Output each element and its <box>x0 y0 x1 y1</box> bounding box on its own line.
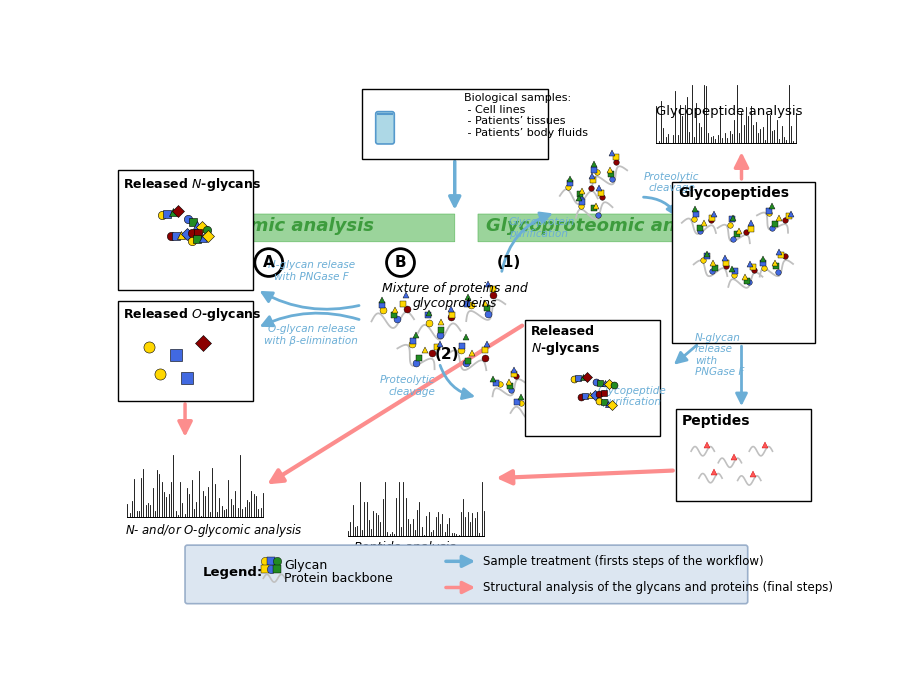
Text: Proteolytic
cleavage: Proteolytic cleavage <box>379 375 435 396</box>
Text: Glycan: Glycan <box>284 559 328 572</box>
Text: Released $O$-glycans: Released $O$-glycans <box>123 307 261 324</box>
Text: (1): (1) <box>497 255 521 270</box>
Text: Glycopeptide analysis: Glycopeptide analysis <box>656 105 803 118</box>
Text: Biological samples:
 - Cell lines
 - Patients’ tissues
 - Patients’ body fluids: Biological samples: - Cell lines - Patie… <box>464 93 588 138</box>
Text: Glycopeptides: Glycopeptides <box>678 186 789 199</box>
Text: O-glycan release
with β-elimination: O-glycan release with β-elimination <box>265 324 359 345</box>
Text: A: A <box>263 255 275 270</box>
Bar <box>675 409 811 501</box>
Text: Peptide analysis: Peptide analysis <box>354 541 455 554</box>
FancyArrow shape <box>133 207 455 249</box>
Text: Proteolytic
cleavage: Proteolytic cleavage <box>644 171 700 193</box>
Text: Glycoprotein
purification: Glycoprotein purification <box>509 217 575 239</box>
Bar <box>524 320 660 436</box>
Text: Mixture of proteins and
glycoproteins: Mixture of proteins and glycoproteins <box>382 282 528 310</box>
Text: Glycomic analysis: Glycomic analysis <box>194 218 374 235</box>
Text: Glycoproteomic analysis: Glycoproteomic analysis <box>486 218 733 235</box>
Text: (2): (2) <box>435 347 460 362</box>
Text: Released
$N$-glycans: Released $N$-glycans <box>531 325 601 357</box>
Text: Sample treatment (firsts steps of the workflow): Sample treatment (firsts steps of the wo… <box>483 555 764 568</box>
Text: Peptides: Peptides <box>682 414 751 428</box>
Bar <box>672 182 815 343</box>
Text: B: B <box>395 255 406 270</box>
FancyBboxPatch shape <box>376 112 394 144</box>
Text: Structural analysis of the glycans and proteins (final steps): Structural analysis of the glycans and p… <box>483 581 834 594</box>
Circle shape <box>255 249 283 276</box>
Bar <box>117 301 253 401</box>
Text: N-glycan release
with PNGase F: N-glycan release with PNGase F <box>268 260 355 282</box>
FancyArrow shape <box>478 207 800 249</box>
Bar <box>117 170 253 290</box>
Text: N-glycan
release
with
PNGase F: N-glycan release with PNGase F <box>695 333 744 377</box>
Circle shape <box>387 249 414 276</box>
FancyBboxPatch shape <box>185 545 748 604</box>
Text: Legend:: Legend: <box>203 566 263 579</box>
Text: $N$- and/or $O$-glycomic analysis: $N$- and/or $O$-glycomic analysis <box>126 522 303 539</box>
Bar <box>362 89 548 158</box>
Text: Released $N$-glycans: Released $N$-glycans <box>123 175 261 192</box>
Text: Protein backbone: Protein backbone <box>284 572 393 585</box>
Text: Glycopeptide
purification: Glycopeptide purification <box>597 386 666 407</box>
